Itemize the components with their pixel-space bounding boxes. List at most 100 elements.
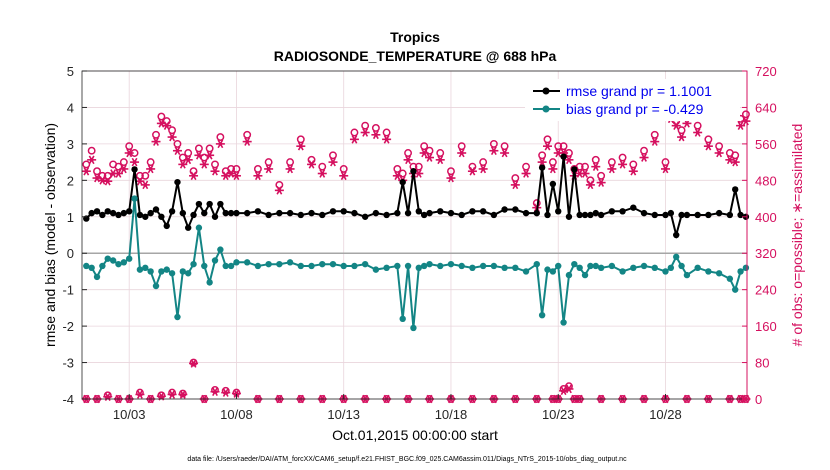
bias-point (211, 257, 219, 264)
obs-assimilated-point (730, 157, 740, 167)
obs-assimilated-point (564, 155, 574, 165)
obs-assimilated-point (618, 160, 628, 169)
obs-assimilated-point (510, 180, 520, 190)
obs-possible-point (522, 162, 530, 171)
obs-possible-point (141, 171, 150, 180)
obs-assimilated-point (382, 135, 392, 144)
obs-assimilated-point (97, 176, 107, 185)
rmse-point (651, 211, 658, 219)
bias-point (233, 259, 240, 266)
rmse-point (211, 213, 219, 220)
bias-point (83, 262, 90, 270)
obs-possible-point (361, 121, 370, 130)
x-tick-label: 10/08 (220, 407, 253, 422)
star-core (588, 183, 593, 187)
bias-point (469, 264, 476, 271)
star-core (363, 130, 367, 135)
rmse-point (109, 209, 117, 217)
bias-point (361, 260, 369, 268)
star-core (631, 169, 636, 174)
obs-possible-point (393, 164, 402, 173)
star-core (395, 173, 400, 178)
rmse-point (399, 178, 406, 186)
obs-assimilated-point (677, 132, 687, 142)
x-tick-label: 10/28 (649, 407, 682, 422)
rmse-point (163, 222, 170, 230)
star-core (610, 167, 614, 171)
rmse-point (131, 166, 138, 173)
obs-assimilated-point (693, 128, 703, 137)
rmse-point (560, 153, 567, 160)
star-core (111, 171, 115, 176)
obs-possible-point (146, 158, 155, 167)
rmse-point (447, 209, 455, 217)
star-core (170, 135, 174, 139)
star-core (288, 167, 292, 171)
rmse-point (544, 211, 551, 219)
bias-point (174, 313, 181, 321)
star-core (309, 162, 314, 167)
bias-point (99, 262, 106, 270)
rmse-point (678, 211, 685, 219)
rmse-point (361, 213, 369, 220)
star-core (599, 180, 603, 185)
legend-bias-marker (542, 105, 550, 113)
y-right-tick-label: 80 (755, 356, 769, 371)
rmse-point (233, 209, 240, 217)
star-core (374, 132, 378, 137)
star-core (427, 155, 432, 160)
star-core (191, 361, 196, 366)
obs-possible-point (414, 162, 423, 171)
bias-point (490, 262, 498, 270)
bias-point (206, 279, 213, 286)
obs-possible-point (205, 144, 214, 153)
bias-point (399, 315, 406, 323)
obs-possible-point (420, 142, 429, 151)
obs-assimilated-point (167, 390, 177, 399)
obs-possible-point (82, 160, 91, 169)
rmse-point (227, 209, 235, 217)
rmse-point (619, 208, 626, 215)
obs-assimilated-point (660, 164, 670, 174)
star-core (449, 176, 453, 180)
y-right-tick-label: 640 (755, 100, 777, 115)
obs-assimilated-point (317, 169, 327, 178)
y-left-tick-label: 4 (67, 100, 74, 115)
star-core (105, 179, 110, 184)
rmse-point (597, 211, 605, 219)
obs-possible-point (607, 158, 616, 167)
obs-assimilated-point (296, 141, 306, 151)
obs-possible-point (275, 180, 284, 189)
obs-assimilated-point (210, 387, 220, 397)
bias-point (581, 271, 589, 279)
rmse-point (571, 166, 578, 173)
rmse-point (555, 208, 562, 215)
rmse-point (732, 186, 739, 193)
obs-assimilated-point (596, 178, 606, 187)
rmse-point (152, 206, 160, 213)
bias-point (651, 264, 658, 271)
star-core (459, 151, 464, 155)
bias-point (630, 264, 637, 271)
obs-assimilated-point (307, 160, 317, 169)
rmse-point (201, 209, 208, 217)
bias-point (227, 262, 235, 270)
rmse-point (533, 209, 540, 217)
obs-assimilated-point (221, 388, 231, 397)
obs-assimilated-point (231, 171, 241, 181)
obs-assimilated-point (189, 359, 199, 368)
y-left-tick-label: -3 (62, 356, 74, 371)
star-core (138, 392, 142, 397)
star-core (197, 153, 201, 158)
x-axis: 10/03 10/08 10/13 10/18 10/23 10/28 (113, 394, 682, 422)
line-layer (83, 153, 750, 332)
bias-point (308, 262, 315, 270)
obs-assimilated-point (725, 155, 735, 165)
bias-point (420, 262, 428, 270)
star-core (728, 158, 732, 162)
obs-assimilated-point (210, 166, 220, 176)
obs-assimilated-point (172, 146, 182, 156)
star-core (132, 160, 137, 164)
obs-possible-point (173, 139, 182, 148)
obs-possible-point (457, 142, 466, 151)
